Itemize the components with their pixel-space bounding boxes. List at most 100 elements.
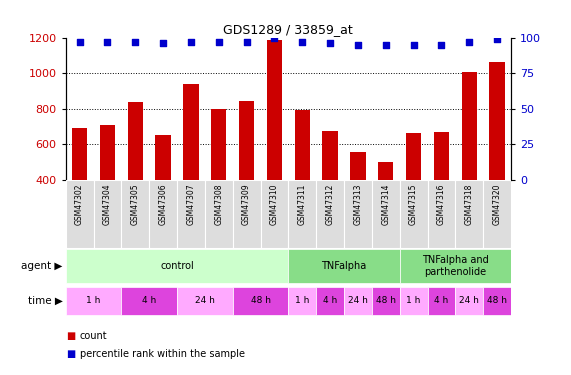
Text: control: control [160, 261, 194, 271]
Text: 1 h: 1 h [407, 296, 421, 305]
Bar [288, 180, 316, 248]
Point [186, 39, 195, 45]
Text: GSM47310: GSM47310 [270, 183, 279, 225]
Bar [316, 180, 344, 248]
Bar [295, 110, 310, 180]
Point [409, 42, 418, 48]
Bar [267, 40, 282, 180]
Text: TNFalpha and
parthenolide: TNFalpha and parthenolide [422, 255, 489, 277]
Bar [323, 131, 338, 180]
Text: ■: ■ [66, 331, 75, 340]
Bar [211, 109, 227, 180]
Point [131, 39, 140, 45]
Bar [149, 180, 177, 248]
Text: 48 h: 48 h [251, 296, 271, 305]
Text: 1 h: 1 h [295, 296, 309, 305]
Text: agent ▶: agent ▶ [22, 261, 63, 271]
Text: ■: ■ [66, 350, 75, 359]
Bar [233, 180, 260, 248]
Bar [400, 249, 511, 283]
Bar [122, 180, 149, 248]
Text: 4 h: 4 h [142, 296, 156, 305]
Bar [434, 132, 449, 180]
Bar [183, 84, 199, 180]
Text: GSM47318: GSM47318 [465, 183, 474, 225]
Text: 24 h: 24 h [459, 296, 479, 305]
Bar [233, 286, 288, 315]
Point [75, 39, 84, 45]
Text: count: count [80, 331, 107, 340]
Text: GSM47304: GSM47304 [103, 183, 112, 225]
Text: 48 h: 48 h [487, 296, 507, 305]
Bar [461, 72, 477, 180]
Text: 4 h: 4 h [435, 296, 449, 305]
Text: 48 h: 48 h [376, 296, 396, 305]
Bar [260, 180, 288, 248]
Bar [350, 152, 365, 180]
Point [465, 39, 474, 45]
Text: GSM47309: GSM47309 [242, 183, 251, 225]
Bar [316, 286, 344, 315]
Bar [344, 286, 372, 315]
Bar [100, 125, 115, 180]
Bar [177, 286, 233, 315]
Text: time ▶: time ▶ [28, 296, 63, 306]
Point [103, 39, 112, 45]
Point [270, 34, 279, 40]
Point [297, 39, 307, 45]
Text: GSM47313: GSM47313 [353, 183, 363, 225]
Point [214, 39, 223, 45]
Text: 24 h: 24 h [348, 296, 368, 305]
Point [353, 42, 363, 48]
Title: GDS1289 / 33859_at: GDS1289 / 33859_at [223, 23, 353, 36]
Bar [66, 249, 288, 283]
Bar [344, 180, 372, 248]
Text: percentile rank within the sample: percentile rank within the sample [80, 350, 245, 359]
Bar [94, 180, 122, 248]
Text: GSM47306: GSM47306 [159, 183, 168, 225]
Text: TNFalpha: TNFalpha [321, 261, 367, 271]
Bar [456, 180, 483, 248]
Bar [372, 180, 400, 248]
Text: GSM47312: GSM47312 [325, 183, 335, 225]
Text: GSM47307: GSM47307 [186, 183, 195, 225]
Bar [122, 286, 177, 315]
Text: GSM47314: GSM47314 [381, 183, 391, 225]
Bar [489, 62, 505, 180]
Point [381, 42, 391, 48]
Bar [127, 102, 143, 180]
Bar [456, 286, 483, 315]
Text: GSM47316: GSM47316 [437, 183, 446, 225]
Bar [372, 286, 400, 315]
Bar [428, 286, 456, 315]
Text: GSM47305: GSM47305 [131, 183, 140, 225]
Text: GSM47315: GSM47315 [409, 183, 418, 225]
Bar [400, 180, 428, 248]
Bar [378, 162, 393, 180]
Point [493, 36, 502, 42]
Bar [177, 180, 205, 248]
Text: GSM47320: GSM47320 [493, 183, 502, 225]
Bar [288, 286, 316, 315]
Bar [428, 180, 456, 248]
Text: 1 h: 1 h [86, 296, 100, 305]
Bar [288, 249, 400, 283]
Text: GSM47302: GSM47302 [75, 183, 84, 225]
Bar [239, 101, 254, 180]
Bar [66, 180, 94, 248]
Bar [400, 286, 428, 315]
Text: GSM47311: GSM47311 [297, 183, 307, 225]
Bar [66, 286, 122, 315]
Bar [205, 180, 233, 248]
Bar [72, 128, 87, 180]
Bar [483, 286, 511, 315]
Bar [483, 180, 511, 248]
Text: 4 h: 4 h [323, 296, 337, 305]
Text: GSM47308: GSM47308 [214, 183, 223, 225]
Point [325, 40, 335, 46]
Bar [155, 135, 171, 180]
Point [159, 40, 168, 46]
Point [242, 39, 251, 45]
Bar [406, 133, 421, 180]
Text: 24 h: 24 h [195, 296, 215, 305]
